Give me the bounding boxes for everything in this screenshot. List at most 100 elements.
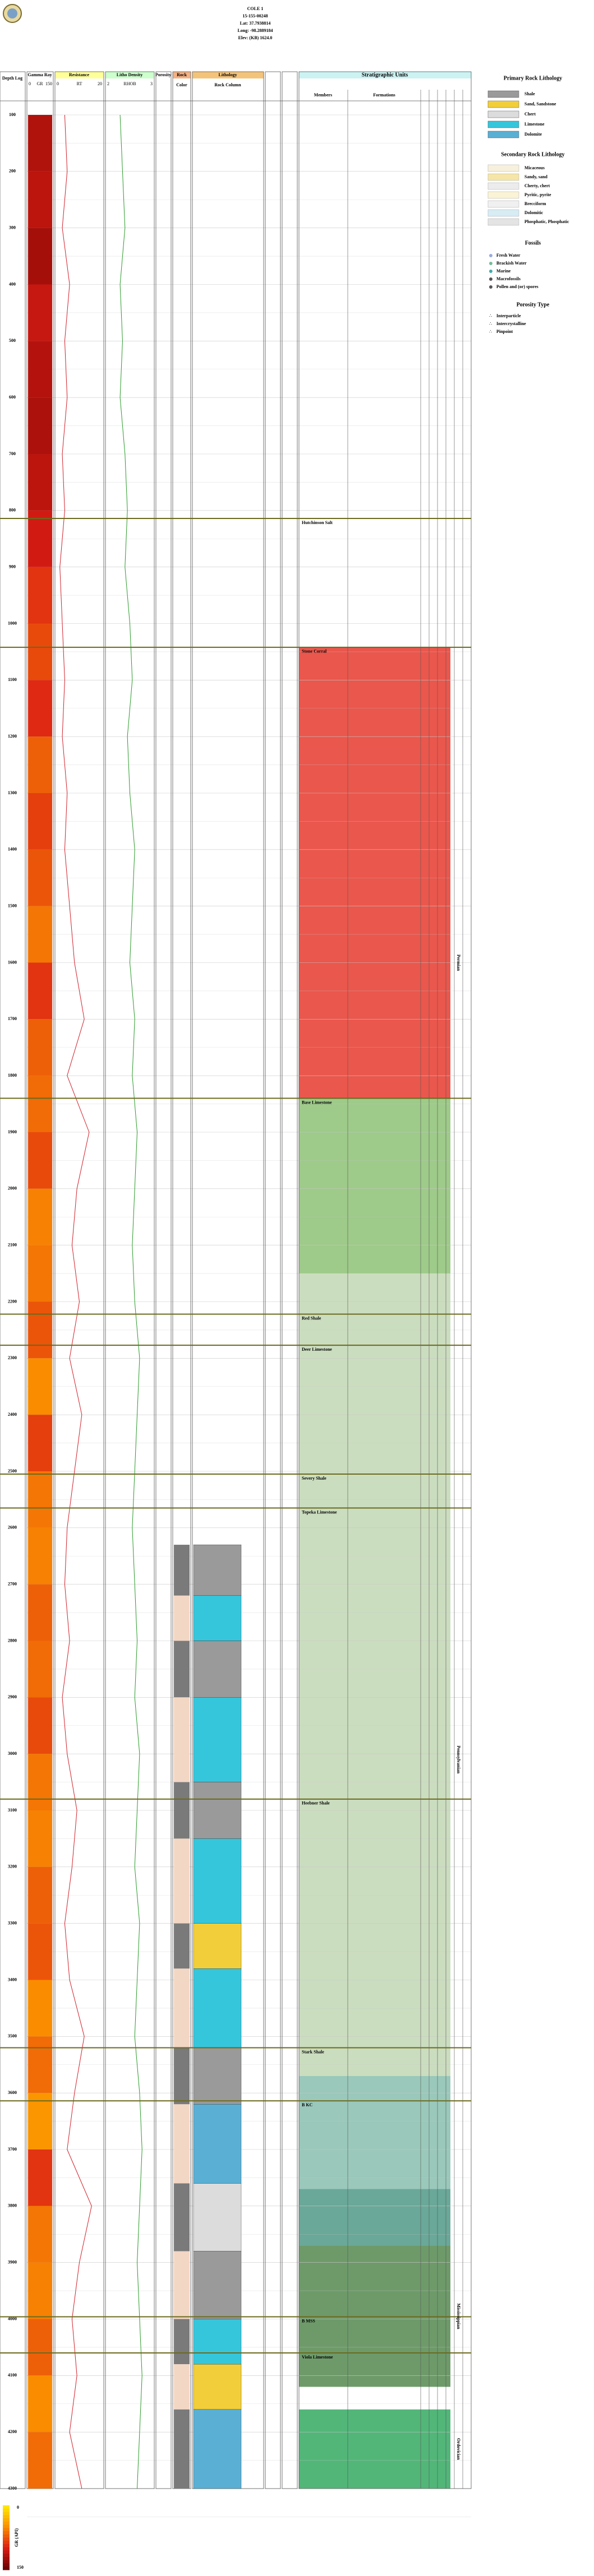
legend-swatch [487, 200, 519, 208]
legend-icon: ∴ [489, 329, 492, 334]
gamma-band [28, 2319, 52, 2376]
depth-label: 3800 [8, 2203, 17, 2208]
rock-column [193, 2104, 242, 2184]
lat: Lat: 37.7938814 [240, 21, 271, 26]
depth-label: 2700 [8, 1581, 17, 1586]
unit-name: Red Shale [302, 1316, 321, 1321]
gr-scale-step [3, 2524, 10, 2528]
strat-interval [299, 2189, 450, 2246]
depth-label: 100 [9, 112, 16, 117]
legend-icon [489, 262, 492, 265]
gamma-band [28, 1923, 52, 1980]
depth-label: 3100 [8, 1808, 17, 1813]
gr-scale-step [3, 2566, 10, 2570]
legend-swatch [487, 131, 519, 138]
rock-column [193, 1595, 242, 1641]
rock-column [193, 1838, 242, 1924]
col-rock: Rock [177, 72, 187, 77]
gamma-band [28, 1527, 52, 1584]
depth-label: 2300 [8, 1355, 17, 1360]
unit-name: B KC [302, 2102, 313, 2107]
depth-label: 3200 [8, 1864, 17, 1869]
gamma-band [28, 397, 52, 454]
gr-scale-step [3, 2531, 10, 2535]
gr-scale-step [3, 2557, 10, 2561]
legend-label: Sand, Sandstone [524, 101, 556, 106]
resistance-scale-name: RT [77, 81, 82, 86]
gamma-band [28, 2206, 52, 2263]
gr-scale-step [3, 2505, 10, 2509]
density-scale-name: RHOB [123, 81, 136, 86]
rock-column [193, 2364, 242, 2410]
depth-label: 800 [9, 508, 16, 513]
legend-label: Interparticle [496, 313, 521, 318]
depth-label: 2000 [8, 1186, 17, 1191]
depth-label: 2200 [8, 1299, 17, 1304]
density-scale-min: 2 [107, 81, 109, 86]
legend-swatch [487, 182, 519, 190]
gr-scale-step [3, 2544, 10, 2548]
col-rock-color: Color [176, 82, 187, 87]
gamma-band [28, 1188, 52, 1245]
gamma-band [28, 1415, 52, 1471]
gamma-scale-min: 0 [29, 81, 31, 86]
depth-label: 2900 [8, 1694, 17, 1699]
rock-color [174, 1545, 190, 1596]
legend-label: Cherty, chert [524, 183, 550, 188]
legend-label: Brackish Water [496, 261, 527, 266]
depth-label: 1200 [8, 734, 17, 739]
column-frame [282, 71, 298, 2489]
legend-label: Pyritic, pyrite [524, 192, 551, 197]
long: Long: -98.2889184 [237, 28, 273, 33]
legend-label: Chert [524, 112, 536, 117]
legend-label: Shale [524, 91, 535, 96]
rock-column [193, 2183, 242, 2251]
col-formations: Formations [373, 92, 395, 98]
api: 15-155-00248 [242, 13, 268, 18]
rock-column [193, 2409, 242, 2489]
rock-column [193, 1923, 242, 1969]
header-cell [192, 72, 264, 78]
column-frame [298, 71, 472, 2489]
system-name: Ordovician [456, 2438, 461, 2460]
unit-name: Base Limestone [302, 1100, 332, 1105]
gr-scale-title: GR (API) [14, 2528, 19, 2547]
resistance-scale-min: 0 [57, 81, 59, 86]
legend-label: Sandy, sand [524, 174, 547, 179]
legend-swatch [487, 191, 519, 199]
column-frame [105, 71, 155, 2489]
depth-label: 900 [9, 564, 16, 569]
depth-label: 700 [9, 451, 16, 456]
gamma-band [28, 1019, 52, 1076]
rock-color [174, 2319, 190, 2365]
logo-inner [7, 8, 17, 18]
legend-swatch [487, 90, 519, 98]
gamma-band [28, 2432, 52, 2489]
legend-title: Porosity Type [517, 302, 550, 308]
gamma-band [28, 284, 52, 341]
gamma-band [28, 510, 52, 567]
gamma-band [28, 228, 52, 285]
unit-name: Stark Shale [302, 2049, 324, 2054]
depth-label: 2800 [8, 1638, 17, 1643]
gamma-band [28, 2149, 52, 2206]
gr-scale-step [3, 2560, 10, 2564]
depth-label: 3300 [8, 1920, 17, 1925]
column-frame [54, 71, 104, 2489]
gamma-band [28, 1697, 52, 1754]
legend-label: Marine [496, 268, 511, 274]
gr-scale-step [3, 2550, 10, 2554]
gamma-band [28, 1301, 52, 1359]
gamma-band [28, 454, 52, 511]
col-depth: Depth Log [2, 76, 22, 81]
density-curve [119, 114, 142, 2489]
depth-label: 1400 [8, 847, 17, 852]
col-members: Members [314, 92, 332, 98]
legend-icon: ∴ [489, 313, 492, 318]
rock-column [193, 1697, 242, 1782]
gr-scale-step [3, 2534, 10, 2538]
legend-swatch [487, 100, 519, 108]
gr-scale-step [3, 2528, 10, 2532]
unit-name: Stone Corral [302, 649, 327, 654]
